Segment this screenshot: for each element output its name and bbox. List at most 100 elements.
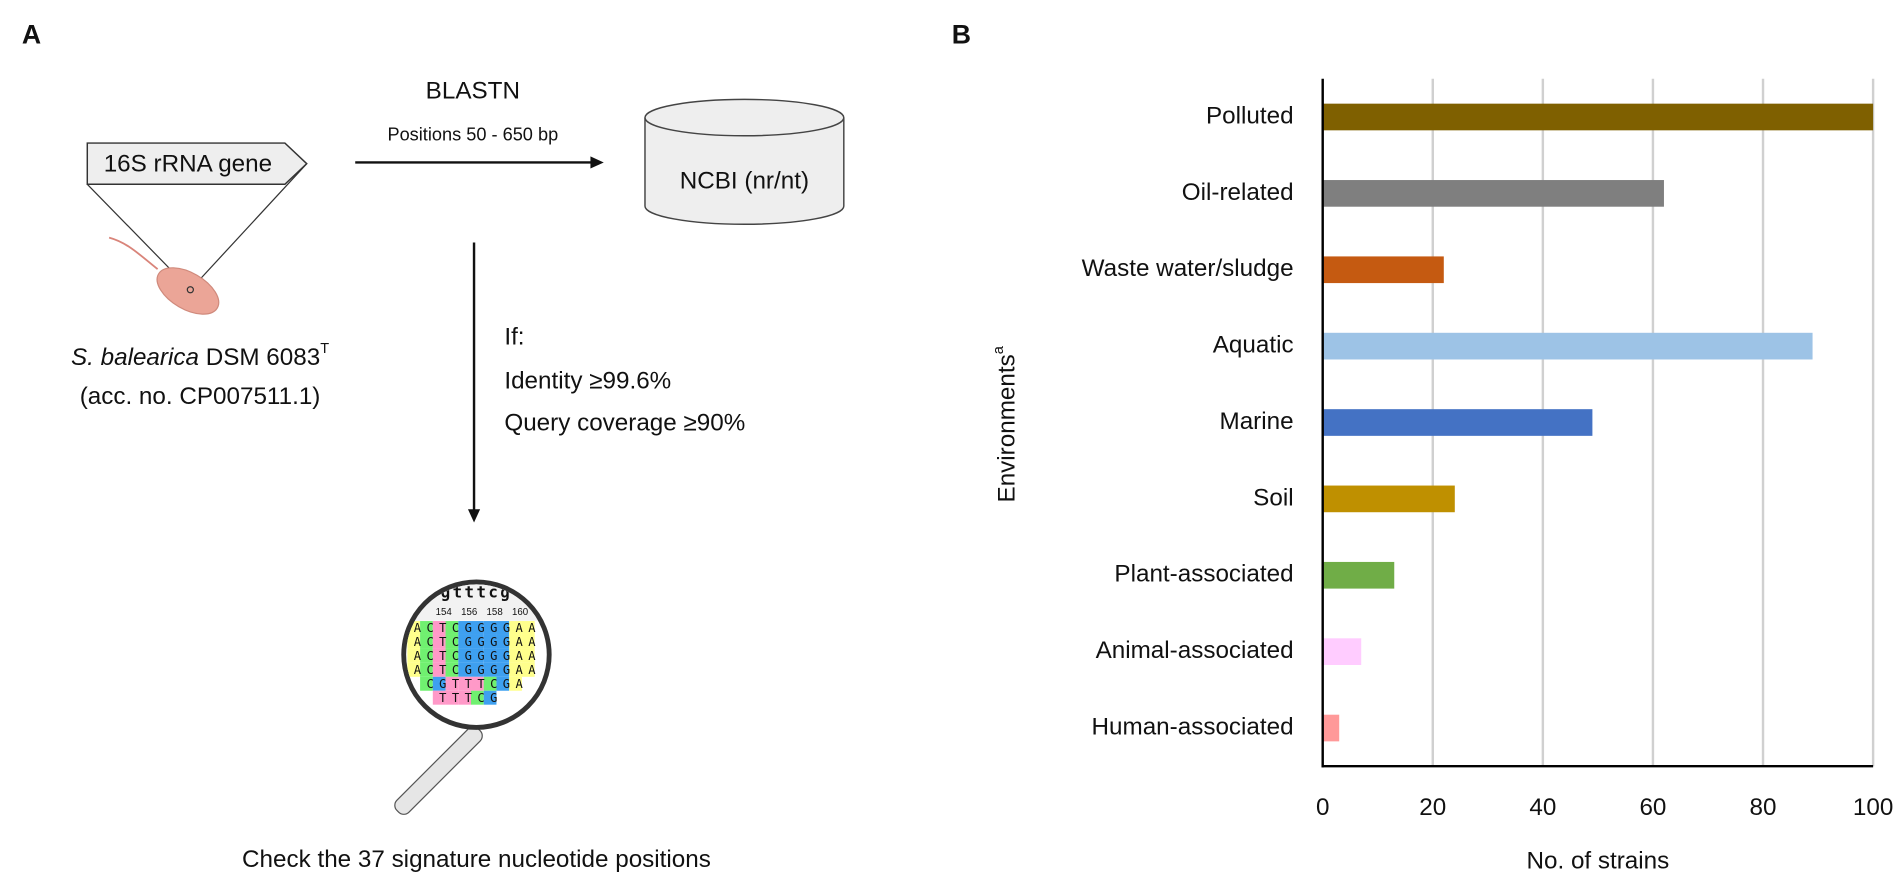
gene-label: 16S rRNA gene: [104, 150, 272, 177]
alignment-position: 158: [487, 607, 503, 618]
alignment-cell: [483, 648, 497, 663]
alignment-cell: [496, 634, 510, 649]
alignment-cell: [432, 621, 446, 635]
alignment-cell: [445, 690, 459, 705]
alignment-cell: [496, 648, 510, 663]
zoom-line: [189, 163, 308, 291]
bar: [1322, 180, 1664, 207]
alignment-cell: [483, 690, 497, 705]
alignment-cell: [407, 648, 421, 663]
alignment-position: 154: [436, 607, 453, 618]
x-tick-label: 60: [1639, 794, 1666, 821]
alignment-cell: [509, 648, 522, 663]
condition: Query coverage ≥90%: [504, 410, 745, 437]
x-tick-label: 20: [1419, 794, 1446, 821]
panel-label: B: [952, 19, 971, 49]
alignment-cell: [521, 621, 535, 635]
y-axis-title: Environmentsa: [991, 345, 1021, 502]
alignment-cell: [509, 634, 522, 649]
alignment-cell: [471, 648, 484, 663]
strain-name: DSM 6083: [199, 344, 320, 371]
x-tick-label: 40: [1529, 794, 1556, 821]
panel-label: A: [22, 19, 41, 49]
alignment-cell: [521, 634, 535, 649]
bar: [1322, 103, 1874, 131]
arrow-head: [590, 156, 604, 169]
alignment-cell: [483, 662, 497, 677]
database: [644, 117, 845, 226]
gene-box: [86, 142, 308, 186]
alignment-cell: [445, 621, 459, 635]
alignment-cell: [420, 648, 433, 663]
bar: [1322, 409, 1593, 436]
bar-chart: 0 20 40 60 80 100 Polluted Oil-related Waste wat…: [991, 78, 1893, 874]
bar: [1322, 256, 1444, 284]
y-tick-label: Aquatic: [1213, 332, 1294, 359]
x-tick-label: 80: [1750, 794, 1777, 821]
alignment-cell: [471, 662, 484, 677]
x-tick-label: 0: [1316, 794, 1329, 821]
alignment-cell: [496, 676, 510, 691]
condition: If:: [504, 324, 524, 351]
alignment-cell: [483, 634, 497, 649]
y-tick-label: Marine: [1220, 408, 1294, 435]
accession: (acc. no. CP007511.1): [80, 383, 321, 410]
bar: [1322, 714, 1340, 742]
species: S. balearica: [71, 344, 199, 371]
alignment-cell: [496, 621, 510, 635]
y-tick-label: Polluted: [1206, 102, 1294, 129]
alignment-cell: [407, 634, 421, 649]
alignment-cell: [458, 690, 472, 705]
positions: Positions 50 - 650 bp: [387, 125, 558, 145]
alignment-cell: [521, 648, 535, 663]
alignment-cell: [432, 676, 446, 691]
alignment-cell: [458, 662, 472, 677]
alignment-cell: [458, 676, 472, 691]
database-label: NCBI (nr/nt): [680, 167, 809, 194]
alignment-cell: [458, 634, 472, 649]
y-tick-label: Waste water/sludge: [1082, 255, 1294, 282]
caption: Check the 37 signature nucleotide positi…: [242, 846, 711, 873]
magnifier-handle: [394, 726, 483, 815]
method: BLASTN: [426, 78, 520, 105]
bar: [1322, 485, 1455, 513]
bar: [1322, 638, 1362, 665]
alignment-cell: [496, 662, 510, 677]
alignment-cell: [420, 621, 433, 635]
alignment-position: 156: [461, 607, 477, 618]
y-tick-label: Animal-associated: [1096, 637, 1294, 664]
alignment-cell: [445, 676, 459, 691]
alignment-cell: [509, 621, 522, 635]
alignment-cell: [432, 648, 446, 663]
y-tick-label: Human-associated: [1092, 713, 1294, 740]
flagellum: [108, 236, 159, 270]
alignment-cell: [432, 662, 446, 677]
bar: [1322, 332, 1813, 360]
arrow-head: [467, 509, 481, 523]
y-tick-label: Oil-related: [1182, 179, 1294, 206]
database-top: [644, 98, 845, 137]
alignment-position: 160: [512, 607, 529, 618]
alignment-cell: [471, 690, 484, 705]
alignment-cell: [509, 662, 522, 677]
alignment-cell: [420, 634, 433, 649]
strain: S. balearica DSM 6083T: [71, 341, 329, 371]
alignment-cell: [471, 634, 484, 649]
alignment-cell: [445, 662, 459, 677]
alignment-cell: [445, 648, 459, 663]
alignment-cell: [432, 634, 446, 649]
alignment-cell: [407, 662, 421, 677]
y-axis-title-sup: a: [991, 345, 1007, 354]
y-axis-title-text: Environments: [994, 354, 1021, 502]
alignment-cell: [471, 676, 484, 691]
alignment-cell: [483, 621, 497, 635]
alignment-cell: [458, 621, 472, 635]
y-tick-label: Soil: [1253, 484, 1293, 511]
zoom-point: [186, 286, 194, 294]
x-axis-title: No. of strains: [1527, 847, 1670, 874]
alignment-row: TTTCG: [439, 691, 497, 705]
type-strain-mark: T: [320, 341, 329, 357]
alignment-cell: [420, 662, 433, 677]
alignment-cell: [471, 621, 484, 635]
